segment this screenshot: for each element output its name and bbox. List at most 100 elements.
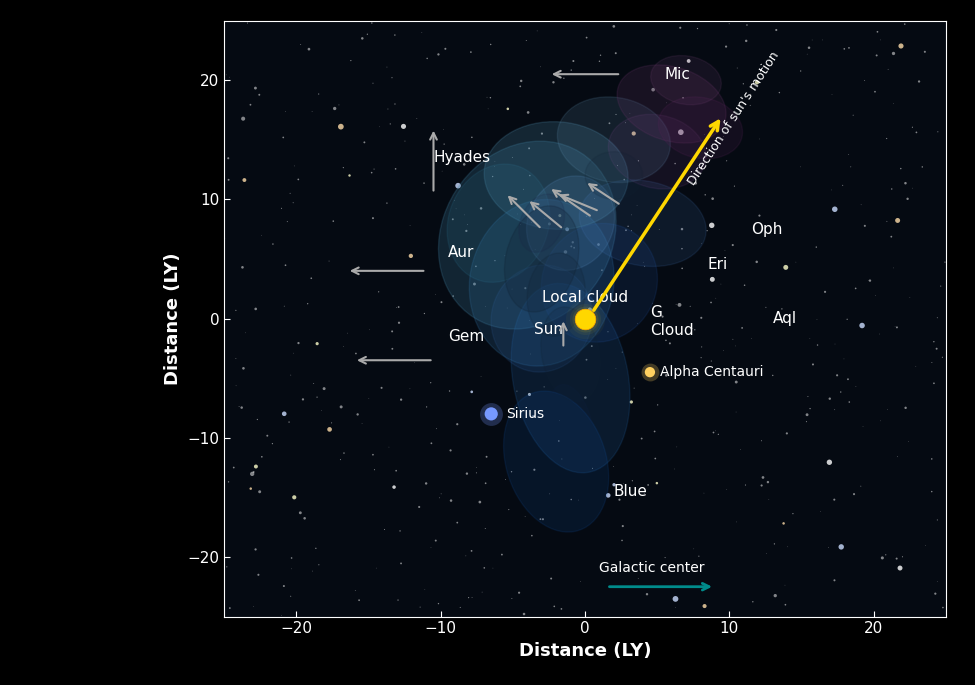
- Point: [252, 89, 267, 100]
- Point: [627, 240, 643, 251]
- Point: [449, 517, 465, 528]
- Point: [637, 261, 652, 272]
- Point: [693, 352, 709, 363]
- Point: [419, 401, 435, 412]
- Point: [682, 301, 698, 312]
- Point: [369, 562, 384, 573]
- Point: [898, 402, 914, 413]
- Point: [608, 109, 624, 120]
- Point: [935, 602, 951, 613]
- Point: [645, 84, 661, 95]
- Point: [788, 257, 803, 268]
- Point: [687, 324, 703, 335]
- Point: [739, 20, 755, 31]
- Point: [438, 43, 453, 54]
- Point: [333, 401, 349, 412]
- Point: [722, 18, 737, 29]
- Point: [542, 488, 558, 499]
- Point: [522, 389, 537, 400]
- Point: [504, 593, 520, 604]
- Point: [443, 445, 458, 456]
- Point: [564, 64, 579, 75]
- Point: [220, 174, 236, 185]
- Point: [274, 203, 290, 214]
- Point: [250, 414, 265, 425]
- Point: [360, 29, 375, 40]
- Point: [594, 264, 609, 275]
- Point: [889, 451, 905, 462]
- Point: [445, 214, 460, 225]
- Point: [393, 558, 409, 569]
- Point: [815, 34, 831, 45]
- Point: [637, 488, 652, 499]
- Point: [219, 561, 235, 572]
- Point: [458, 225, 474, 236]
- Point: [509, 386, 525, 397]
- Point: [376, 524, 392, 535]
- Ellipse shape: [658, 97, 743, 159]
- Point: [370, 286, 386, 297]
- Point: [902, 292, 917, 303]
- Point: [442, 386, 457, 397]
- Point: [366, 212, 381, 223]
- Point: [535, 514, 551, 525]
- Point: [478, 523, 493, 534]
- Point: [504, 466, 520, 477]
- Point: [711, 429, 726, 440]
- Point: [437, 138, 452, 149]
- Point: [278, 260, 293, 271]
- Point: [332, 454, 348, 465]
- Point: [558, 247, 573, 258]
- Point: [760, 477, 776, 488]
- Point: [403, 251, 418, 262]
- Point: [614, 347, 630, 358]
- Point: [867, 86, 882, 97]
- Point: [384, 72, 400, 83]
- Point: [785, 508, 800, 519]
- Point: [283, 590, 298, 601]
- Point: [780, 541, 796, 552]
- Text: Alpha Centauri: Alpha Centauri: [660, 365, 763, 379]
- Point: [577, 313, 593, 324]
- Text: Direction of sun's motion: Direction of sun's motion: [686, 49, 782, 188]
- Point: [929, 312, 945, 323]
- Point: [522, 315, 537, 326]
- Point: [416, 177, 432, 188]
- X-axis label: Distance (LY): Distance (LY): [519, 642, 651, 660]
- Text: Oph: Oph: [751, 222, 782, 236]
- Point: [885, 262, 901, 273]
- Point: [456, 159, 472, 170]
- Point: [336, 341, 352, 352]
- Point: [228, 380, 244, 391]
- Point: [222, 603, 238, 614]
- Point: [615, 521, 631, 532]
- Point: [641, 479, 656, 490]
- Point: [729, 516, 745, 527]
- Point: [822, 457, 838, 468]
- Ellipse shape: [504, 206, 579, 312]
- Point: [884, 184, 900, 195]
- Point: [799, 416, 814, 427]
- Point: [336, 447, 352, 458]
- Point: [658, 335, 674, 346]
- Text: Aur: Aur: [448, 245, 474, 260]
- Point: [527, 244, 543, 255]
- Point: [937, 257, 953, 268]
- Point: [617, 117, 633, 128]
- Point: [534, 128, 550, 139]
- Point: [518, 511, 533, 522]
- Point: [322, 424, 337, 435]
- Text: Mic: Mic: [664, 66, 690, 82]
- Point: [841, 397, 857, 408]
- Point: [452, 602, 468, 613]
- Text: Hyades: Hyades: [434, 150, 490, 165]
- Point: [577, 392, 593, 403]
- Ellipse shape: [439, 141, 616, 329]
- Point: [808, 242, 824, 253]
- Point: [587, 193, 603, 204]
- Point: [719, 41, 734, 52]
- Point: [929, 514, 945, 525]
- Point: [719, 155, 734, 166]
- Point: [827, 494, 842, 505]
- Point: [873, 415, 888, 426]
